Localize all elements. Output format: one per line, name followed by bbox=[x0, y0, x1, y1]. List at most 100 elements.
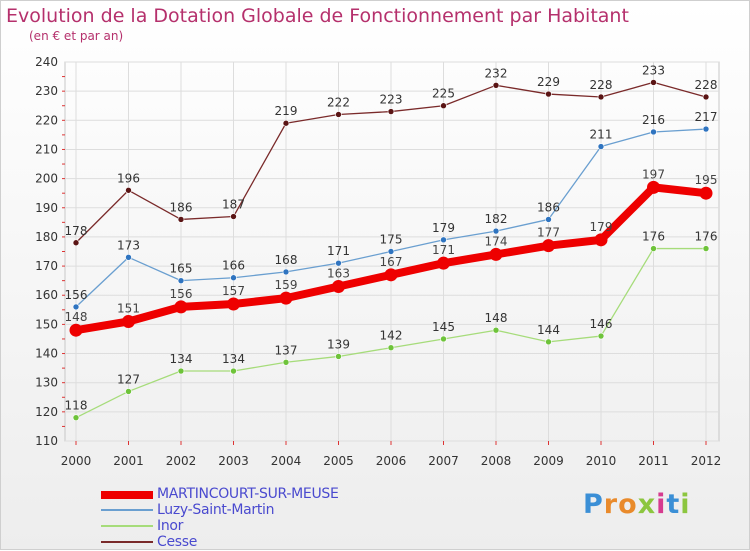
axis-layer: 110 120 130 140 150 160 170 180 190 200 210 220 230 2… bbox=[35, 55, 721, 468]
data-label: 166 bbox=[222, 259, 245, 273]
data-point bbox=[650, 245, 657, 252]
data-label: 178 bbox=[65, 224, 88, 238]
data-point bbox=[230, 213, 237, 220]
proxiti-logo: Proxiti bbox=[583, 489, 691, 520]
logo-letter: i bbox=[656, 489, 667, 520]
y-tick-label: 180 bbox=[35, 230, 58, 244]
data-label: 179 bbox=[432, 221, 455, 235]
data-point bbox=[545, 216, 552, 223]
data-point bbox=[650, 79, 657, 86]
data-label: 175 bbox=[380, 233, 403, 247]
data-label: 174 bbox=[485, 234, 508, 248]
data-point bbox=[597, 143, 605, 150]
data-point bbox=[335, 353, 342, 360]
data-point bbox=[542, 239, 555, 253]
data-label: 186 bbox=[170, 200, 193, 214]
data-label: 171 bbox=[327, 244, 350, 258]
x-tick-label: 2012 bbox=[691, 454, 722, 468]
data-label: 148 bbox=[65, 310, 88, 324]
data-point bbox=[597, 332, 605, 340]
data-point bbox=[122, 314, 135, 328]
data-label: 186 bbox=[537, 200, 560, 214]
data-label-layer: 156 173 165 166 168 171 175 179 182 186 211 216 217 1… bbox=[65, 63, 718, 412]
data-label: 219 bbox=[275, 104, 298, 118]
y-tick-label: 240 bbox=[35, 55, 58, 69]
data-label: 139 bbox=[327, 337, 350, 351]
data-point bbox=[387, 248, 395, 255]
data-point bbox=[647, 180, 660, 194]
legend-label: Inor bbox=[157, 518, 184, 534]
data-label: 134 bbox=[222, 352, 245, 366]
data-point bbox=[384, 268, 398, 282]
legend-swatch bbox=[101, 509, 153, 511]
x-tick-label: 2007 bbox=[428, 454, 459, 468]
series-layer bbox=[69, 79, 713, 421]
data-point bbox=[335, 111, 342, 118]
data-point bbox=[72, 239, 80, 247]
legend-swatch bbox=[101, 491, 153, 499]
data-point bbox=[387, 108, 395, 115]
data-point bbox=[332, 279, 345, 293]
chart-title: Evolution de la Dotation Globale de Fonc… bbox=[6, 5, 629, 27]
data-point bbox=[440, 236, 447, 244]
data-point bbox=[492, 82, 500, 89]
data-point bbox=[699, 186, 713, 200]
y-tick-label: 170 bbox=[35, 259, 58, 273]
data-point bbox=[440, 102, 447, 110]
data-point bbox=[177, 277, 185, 284]
x-tick-label: 2002 bbox=[166, 454, 197, 468]
data-label: 145 bbox=[432, 320, 455, 334]
data-point bbox=[125, 186, 132, 194]
data-label: 151 bbox=[117, 301, 140, 315]
data-point bbox=[72, 303, 80, 311]
logo-letter: i bbox=[680, 489, 691, 520]
data-label: 118 bbox=[65, 399, 88, 413]
data-point bbox=[335, 259, 342, 267]
data-label: 196 bbox=[117, 171, 140, 185]
data-point bbox=[230, 274, 237, 282]
data-label: 137 bbox=[275, 343, 298, 357]
data-point bbox=[69, 323, 83, 337]
data-point bbox=[282, 358, 290, 366]
data-point bbox=[125, 388, 132, 395]
data-point bbox=[545, 338, 552, 346]
y-tick-label: 130 bbox=[35, 376, 58, 390]
data-label: 233 bbox=[642, 63, 665, 77]
data-point bbox=[282, 268, 290, 276]
data-label: 216 bbox=[642, 113, 665, 127]
data-point bbox=[279, 291, 293, 305]
y-tick-label: 220 bbox=[35, 113, 58, 127]
logo-letter: r bbox=[603, 489, 619, 520]
data-point bbox=[177, 367, 185, 375]
x-tick-label: 2010 bbox=[586, 454, 617, 468]
x-tick-label: 2003 bbox=[218, 454, 249, 468]
data-label: 142 bbox=[380, 329, 403, 343]
x-tick-label: 2009 bbox=[533, 454, 564, 468]
data-label: 173 bbox=[117, 238, 140, 252]
data-point bbox=[492, 326, 500, 334]
data-label: 176 bbox=[695, 230, 718, 244]
data-point bbox=[437, 256, 450, 270]
data-label: 182 bbox=[485, 212, 508, 226]
y-tick-label: 110 bbox=[35, 434, 58, 448]
data-label: 167 bbox=[380, 255, 403, 269]
data-point bbox=[440, 335, 447, 343]
data-label: 187 bbox=[222, 198, 245, 212]
data-label: 134 bbox=[170, 352, 193, 366]
data-label: 179 bbox=[590, 220, 613, 234]
data-label: 127 bbox=[117, 372, 140, 386]
data-label: 222 bbox=[327, 95, 350, 109]
data-point bbox=[702, 93, 710, 101]
x-tick-label: 2011 bbox=[638, 454, 669, 468]
data-label: 156 bbox=[65, 288, 88, 302]
data-label: 171 bbox=[432, 243, 455, 257]
y-tick-label: 160 bbox=[35, 288, 58, 302]
legend-label: MARTINCOURT-SUR-MEUSE bbox=[157, 486, 339, 502]
data-label: 223 bbox=[380, 93, 403, 107]
data-label: 197 bbox=[642, 167, 665, 181]
data-label: 229 bbox=[537, 75, 560, 89]
data-point bbox=[702, 125, 710, 133]
y-tick-label: 140 bbox=[35, 347, 58, 361]
data-label: 232 bbox=[485, 66, 508, 80]
